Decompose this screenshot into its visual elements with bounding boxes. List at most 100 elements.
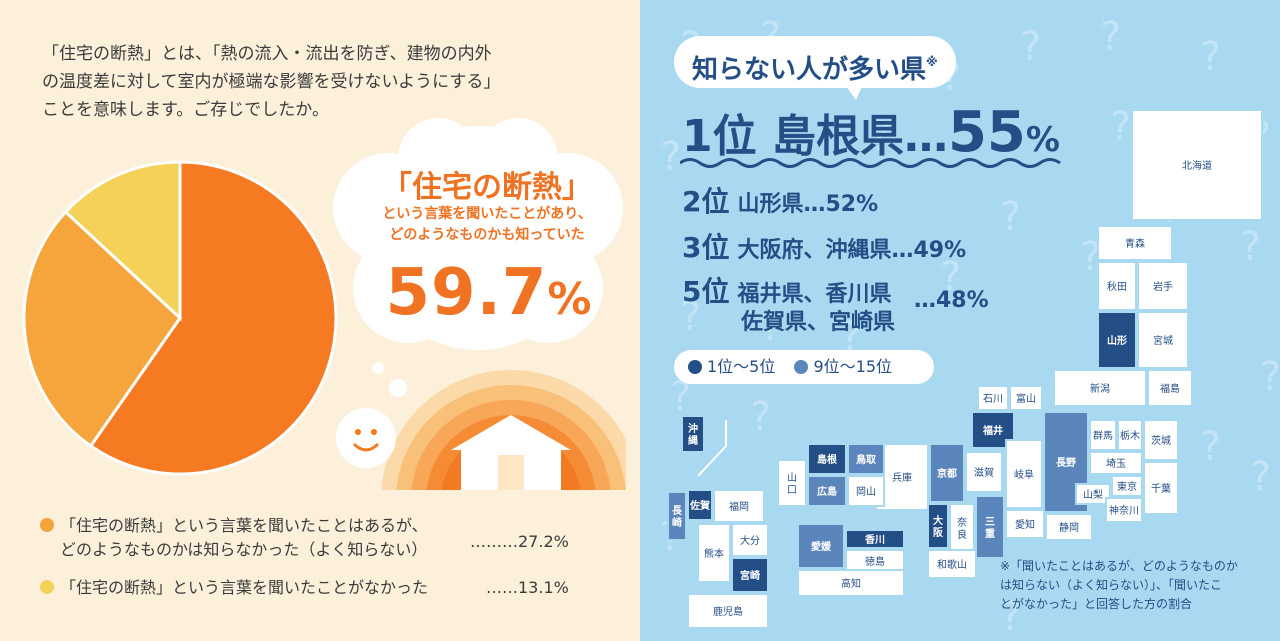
pref-shape: [731, 523, 769, 557]
pref-shape: [847, 475, 885, 507]
pref-茨城: 茨城: [1143, 419, 1179, 461]
question-mark: ?: [840, 314, 861, 360]
highlight-sub-line: どのようなものかも知っていた: [389, 227, 585, 243]
rank-1-value: 55: [947, 100, 1026, 165]
pref-shape: [731, 557, 769, 593]
okinawa-separator: [697, 420, 727, 477]
pref-label: 兵庫: [892, 471, 912, 484]
pref-山梨: 山梨: [1075, 483, 1111, 505]
pref-label: 愛媛: [811, 540, 832, 553]
pref-label: 佐賀: [689, 499, 710, 512]
pref-岐阜: 岐阜: [1005, 439, 1043, 509]
pref-label: 広島: [817, 485, 837, 498]
pref-新潟: 新潟: [1053, 369, 1147, 407]
pref-shape: [845, 529, 905, 549]
pref-長崎: 長崎: [667, 491, 687, 541]
pref-奈良: 奈良: [949, 503, 975, 553]
pref-京都: 京都: [929, 443, 965, 503]
pref-shape: [1005, 509, 1045, 539]
pref-label: 埼玉: [1106, 457, 1126, 470]
rank-2-text: 山形県…52%: [737, 192, 879, 217]
legend-value: ……13.1%: [486, 578, 569, 597]
pref-千葉: 千葉: [1143, 461, 1179, 515]
pref-label: 群馬: [1093, 429, 1113, 442]
question-mark: ?: [750, 394, 771, 440]
pref-label: 大分: [740, 534, 760, 547]
pref-鹿児島: 鹿児島: [687, 593, 769, 629]
pref-label: 和歌山: [937, 558, 967, 571]
ranking-title-text: 知らない人が多い県: [692, 55, 927, 85]
footnote-line: とがなかった」と回答した方の割合: [1000, 597, 1193, 611]
pie-slice-2: [22, 209, 182, 449]
pref-徳島: 徳島: [845, 549, 905, 573]
pref-shape: [971, 411, 1015, 449]
pref-shape: [965, 451, 1003, 493]
pref-label: 石川: [983, 394, 1003, 405]
rank-3-text: 大阪府、沖縄県…49%: [737, 238, 967, 263]
pref-shape: [929, 443, 965, 503]
pref-shape: [1075, 483, 1111, 505]
pref-佐賀: 佐賀: [687, 489, 713, 521]
pref-shape: [977, 385, 1009, 411]
question-mark: ?: [760, 304, 781, 350]
pref-shape: [1105, 497, 1143, 523]
question-mark: ?: [670, 374, 691, 420]
pref-label: 岐阜: [1014, 468, 1034, 481]
pref-秋田: 秋田: [1097, 261, 1137, 311]
rank-5-line1: 福井県、香川県: [737, 282, 892, 307]
question-mark: ?: [1200, 34, 1221, 80]
rank-5: 5位 福井県、香川県: [682, 270, 892, 310]
pref-shape: [1089, 451, 1143, 475]
question-mark: ?: [1020, 24, 1041, 70]
pref-label: 東京: [1117, 480, 1137, 493]
pref-shape: [807, 443, 847, 475]
pref-label: 宮崎: [740, 569, 760, 582]
pref-shape: [1053, 369, 1147, 407]
pref-shape: [1097, 311, 1137, 369]
pie-slice-3: [63, 160, 182, 322]
pref-東京: 東京: [1111, 475, 1143, 497]
legend-dot: [40, 518, 54, 532]
pref-label: 青森: [1125, 237, 1145, 250]
highlight-sub-line: という言葉を聞いたことがあり、: [382, 206, 592, 222]
pref-shape: [1137, 311, 1189, 369]
pref-label: 愛知: [1015, 518, 1035, 531]
rank-5-line2: 佐賀県、宮崎県: [741, 310, 896, 335]
pref-神奈川: 神奈川: [1105, 497, 1143, 523]
pref-福岡: 福岡: [713, 489, 765, 523]
pref-shape: [949, 503, 975, 553]
pref-label: 三重: [985, 516, 995, 540]
pref-label: 沖縄: [688, 422, 698, 447]
legend-mid-dot: [794, 360, 809, 374]
pref-shape: [1143, 419, 1179, 461]
legend-item-2: 「住宅の断熱」という言葉を聞いたことがなかった ……13.1%: [40, 576, 569, 600]
pref-label: 岡山: [856, 486, 876, 498]
pref-label: 山梨: [1083, 488, 1103, 501]
pref-静岡: 静岡: [1045, 513, 1093, 541]
pref-shape: [1005, 439, 1043, 509]
question-mark: ?: [1000, 194, 1021, 240]
pref-群馬: 群馬: [1089, 419, 1117, 451]
footnote-line: ※「聞いたことはあるが、どのようなものか: [1000, 559, 1238, 573]
pref-shape: [847, 443, 885, 475]
thought-bubble: [333, 118, 623, 350]
highlight-value: 59.7%: [364, 256, 614, 330]
pref-label: 富山: [1016, 392, 1036, 405]
ranking-title-mark: ※: [926, 55, 938, 69]
wave-divider: [643, 0, 680, 641]
pref-label: 栃木: [1120, 429, 1140, 442]
footnote-line: は知らない（よく知らない）」、「聞いたこ: [1000, 578, 1223, 592]
pref-富山: 富山: [1009, 385, 1043, 411]
pref-label: 大阪: [933, 514, 944, 539]
pref-label: 茨城: [1151, 434, 1171, 447]
rank-1-unit: %: [1025, 120, 1060, 160]
pref-label: 鳥取: [856, 453, 877, 466]
legend-text: 「住宅の断熱」という言葉を聞いたことはあるが、: [60, 516, 428, 535]
pref-三重: 三重: [975, 495, 1005, 559]
pref-label: 滋賀: [974, 466, 994, 479]
legend-top-text: 1位〜5位: [707, 357, 776, 376]
legend-dot: [40, 580, 54, 594]
pref-shape: [927, 503, 949, 549]
pref-label: 新潟: [1090, 382, 1110, 395]
question-mark: ?: [660, 134, 681, 180]
